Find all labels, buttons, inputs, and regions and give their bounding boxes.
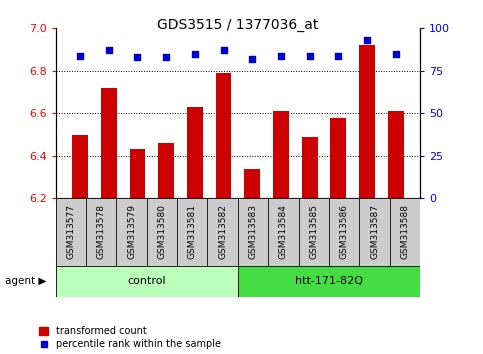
Text: GSM313579: GSM313579 bbox=[127, 204, 136, 259]
Text: GDS3515 / 1377036_at: GDS3515 / 1377036_at bbox=[157, 18, 319, 32]
Bar bbox=[86, 198, 116, 266]
Point bbox=[277, 53, 285, 58]
Legend: transformed count, percentile rank within the sample: transformed count, percentile rank withi… bbox=[39, 326, 221, 349]
Point bbox=[220, 47, 227, 53]
Text: GSM313581: GSM313581 bbox=[188, 204, 197, 259]
Bar bbox=[158, 143, 174, 198]
Bar bbox=[330, 118, 346, 198]
Bar bbox=[208, 198, 238, 266]
Text: GSM313585: GSM313585 bbox=[309, 204, 318, 259]
Bar bbox=[238, 198, 268, 266]
Point bbox=[363, 38, 371, 43]
Point bbox=[248, 56, 256, 62]
Text: GSM313580: GSM313580 bbox=[157, 204, 167, 259]
Text: GSM313577: GSM313577 bbox=[66, 204, 75, 259]
Point bbox=[334, 53, 342, 58]
Bar bbox=[147, 198, 177, 266]
Bar bbox=[302, 137, 317, 198]
Bar bbox=[268, 198, 298, 266]
Text: control: control bbox=[128, 276, 166, 286]
Text: GSM313583: GSM313583 bbox=[249, 204, 257, 259]
Text: GSM313584: GSM313584 bbox=[279, 204, 288, 259]
Bar bbox=[329, 198, 359, 266]
Point bbox=[162, 55, 170, 60]
Bar bbox=[359, 198, 390, 266]
Text: GSM313588: GSM313588 bbox=[400, 204, 410, 259]
Point bbox=[191, 51, 199, 57]
Bar bbox=[177, 198, 208, 266]
Bar bbox=[298, 198, 329, 266]
Text: agent ▶: agent ▶ bbox=[5, 276, 46, 286]
Text: htt-171-82Q: htt-171-82Q bbox=[295, 276, 363, 286]
Point bbox=[306, 53, 313, 58]
Bar bbox=[390, 198, 420, 266]
Bar bbox=[56, 198, 86, 266]
Bar bbox=[56, 266, 238, 297]
Bar bbox=[116, 198, 147, 266]
Bar bbox=[359, 45, 375, 198]
Bar bbox=[187, 107, 203, 198]
Bar bbox=[273, 111, 289, 198]
Text: GSM313578: GSM313578 bbox=[97, 204, 106, 259]
Point bbox=[105, 47, 113, 53]
Point bbox=[76, 53, 84, 58]
Bar bbox=[238, 266, 420, 297]
Bar bbox=[244, 169, 260, 198]
Text: GSM313582: GSM313582 bbox=[218, 204, 227, 259]
Point bbox=[134, 55, 142, 60]
Bar bbox=[101, 88, 116, 198]
Text: GSM313586: GSM313586 bbox=[340, 204, 349, 259]
Text: GSM313587: GSM313587 bbox=[370, 204, 379, 259]
Point bbox=[392, 51, 399, 57]
Bar bbox=[72, 135, 88, 198]
Bar bbox=[129, 149, 145, 198]
Bar bbox=[388, 111, 404, 198]
Bar bbox=[215, 73, 231, 198]
